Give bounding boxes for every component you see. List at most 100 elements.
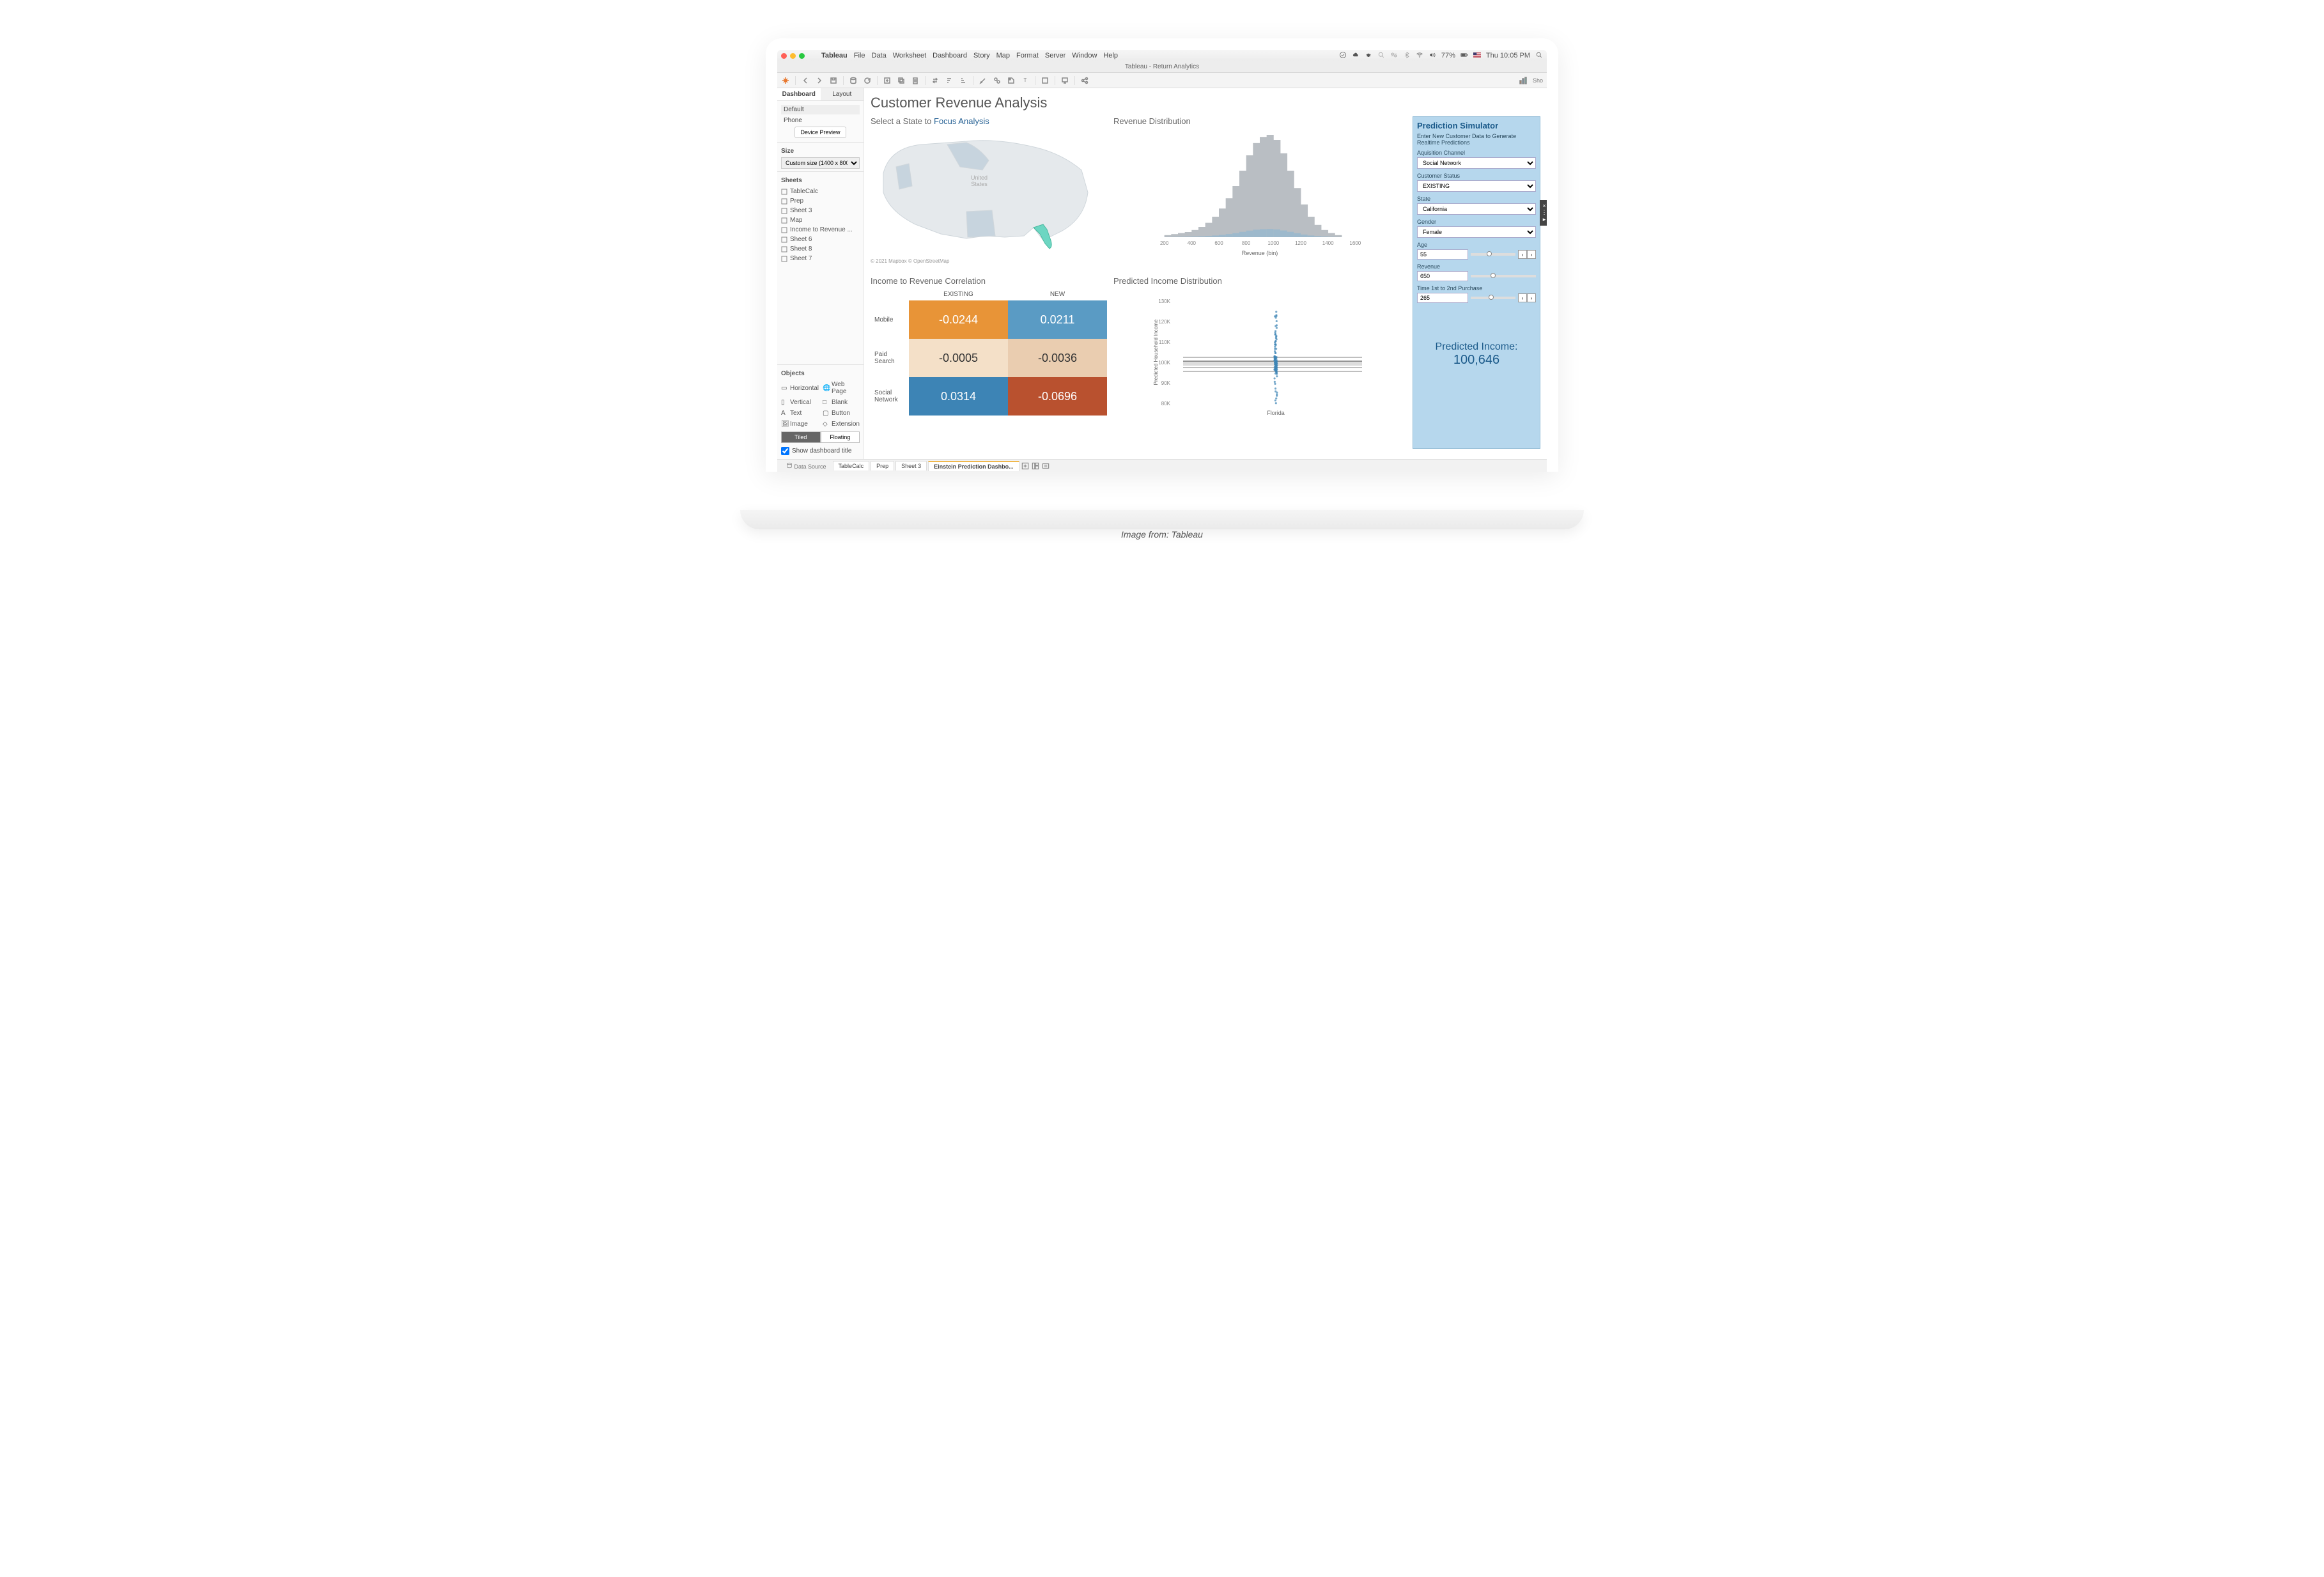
clear-icon[interactable] <box>911 76 920 85</box>
sim-age-dec[interactable]: ‹ <box>1518 250 1527 259</box>
simulator-drag-handle[interactable]: ×⋮▸ <box>1540 200 1547 226</box>
menubar-search-icon[interactable] <box>1377 51 1385 61</box>
menubar-cloud-icon[interactable] <box>1352 51 1360 61</box>
scatter-chart[interactable]: 130K120K110K100K90K80K Predicted Househo… <box>1113 288 1406 416</box>
new-worksheet-icon[interactable] <box>883 76 892 85</box>
labels-icon[interactable] <box>1007 76 1016 85</box>
floating-button[interactable]: Floating <box>821 431 860 443</box>
app-name[interactable]: Tableau <box>821 52 848 59</box>
sheet-item[interactable]: Sheet 3 <box>781 206 860 215</box>
sim-time12-input[interactable] <box>1417 293 1468 303</box>
show-title-checkbox[interactable]: Show dashboard title <box>781 446 860 456</box>
sim-revenue-input[interactable] <box>1417 271 1468 281</box>
corr-cell[interactable]: -0.0005 <box>909 339 1008 377</box>
menubar-control-icon[interactable] <box>1390 51 1398 61</box>
device-default[interactable]: Default <box>781 105 860 114</box>
menu-dashboard[interactable]: Dashboard <box>933 52 967 59</box>
menu-window[interactable]: Window <box>1072 52 1097 59</box>
new-sheet-icon[interactable] <box>1021 462 1030 470</box>
tableau-logo-icon[interactable] <box>781 76 790 85</box>
menu-server[interactable]: Server <box>1045 52 1065 59</box>
device-preview-button[interactable]: Device Preview <box>794 127 846 138</box>
menu-file[interactable]: File <box>854 52 865 59</box>
menu-worksheet[interactable]: Worksheet <box>893 52 926 59</box>
tiled-button[interactable]: Tiled <box>781 431 821 443</box>
sort-asc-icon[interactable] <box>945 76 954 85</box>
tab-dashboard[interactable]: Dashboard <box>777 88 821 100</box>
share-icon[interactable] <box>1080 76 1089 85</box>
size-select[interactable]: Custom size (1400 x 800) <box>781 157 860 169</box>
scatter-panel[interactable]: Predicted Income Distribution 130K120K11… <box>1113 276 1406 449</box>
menubar-volume-icon[interactable] <box>1429 51 1436 61</box>
us-map[interactable]: United States <box>871 128 1107 256</box>
group-icon[interactable] <box>993 76 1002 85</box>
histogram-chart[interactable]: 2004006008001000120014001600 Revenue (bi… <box>1113 128 1406 256</box>
menubar-wifi-icon[interactable] <box>1416 51 1423 61</box>
menu-map[interactable]: Map <box>996 52 1010 59</box>
new-data-icon[interactable] <box>849 76 858 85</box>
sheet-item[interactable]: Sheet 8 <box>781 244 860 254</box>
object-image[interactable]: 🖼Image <box>781 419 819 429</box>
menubar-bluetooth-icon[interactable] <box>1403 51 1411 61</box>
map-panel[interactable]: Select a State to Focus Analysis United … <box>871 116 1107 270</box>
new-story-icon[interactable] <box>1041 462 1050 470</box>
sheet-item[interactable]: Income to Revenue ... <box>781 225 860 235</box>
fit-icon[interactable] <box>1041 76 1050 85</box>
sim-time12-slider[interactable] <box>1471 297 1515 299</box>
tab-layout[interactable]: Layout <box>821 88 864 100</box>
object-extension[interactable]: ◇Extension <box>823 419 860 429</box>
menubar-sync-icon[interactable] <box>1339 51 1347 61</box>
object-blank[interactable]: □Blank <box>823 398 860 407</box>
sheet-tab[interactable]: TableCalc <box>833 461 870 470</box>
sheet-item[interactable]: Prep <box>781 196 860 206</box>
sheet-item[interactable]: Map <box>781 215 860 225</box>
menubar-battery-icon[interactable] <box>1460 51 1468 61</box>
sim-time12-inc[interactable]: › <box>1527 293 1536 302</box>
swap-icon[interactable] <box>931 76 940 85</box>
sim-acq_channel-select[interactable]: Social Network <box>1417 157 1536 169</box>
save-icon[interactable] <box>829 76 838 85</box>
corr-cell[interactable]: -0.0036 <box>1008 339 1107 377</box>
show-me-label[interactable]: Sho <box>1533 77 1543 84</box>
sim-age-input[interactable] <box>1417 249 1468 260</box>
sheet-item[interactable]: Sheet 7 <box>781 254 860 263</box>
object-button[interactable]: ▢Button <box>823 408 860 418</box>
dashboard-canvas[interactable]: Customer Revenue Analysis Select a State… <box>864 88 1547 459</box>
presentation-icon[interactable] <box>1060 76 1069 85</box>
corr-cell[interactable]: 0.0314 <box>909 377 1008 416</box>
new-dashboard-icon[interactable] <box>1031 462 1040 470</box>
menu-data[interactable]: Data <box>872 52 887 59</box>
corr-cell[interactable]: 0.0211 <box>1008 300 1107 339</box>
sim-revenue-slider[interactable] <box>1471 275 1536 277</box>
sheet-tab[interactable]: Sheet 3 <box>895 461 927 470</box>
sim-age-inc[interactable]: › <box>1527 250 1536 259</box>
sim-time12-dec[interactable]: ‹ <box>1518 293 1527 302</box>
abc-icon[interactable]: T <box>1021 76 1030 85</box>
menu-help[interactable]: Help <box>1103 52 1118 59</box>
sim-gender-select[interactable]: Female <box>1417 226 1536 238</box>
sheet-item[interactable]: TableCalc <box>781 187 860 196</box>
corr-cell[interactable]: -0.0244 <box>909 300 1008 339</box>
device-phone[interactable]: Phone <box>781 116 860 125</box>
object-web page[interactable]: 🌐Web Page <box>823 380 860 396</box>
sort-desc-icon[interactable] <box>959 76 968 85</box>
object-vertical[interactable]: ▯Vertical <box>781 398 819 407</box>
show-me-icon[interactable] <box>1519 76 1528 85</box>
sheet-tab[interactable]: Einstein Prediction Dashbo... <box>928 461 1019 471</box>
correlation-panel[interactable]: Income to Revenue Correlation EXISTINGNE… <box>871 276 1107 449</box>
window-traffic-lights[interactable] <box>781 53 805 59</box>
duplicate-icon[interactable] <box>897 76 906 85</box>
corr-cell[interactable]: -0.0696 <box>1008 377 1107 416</box>
sim-state-select[interactable]: California <box>1417 203 1536 215</box>
menu-story[interactable]: Story <box>973 52 990 59</box>
sheet-tab[interactable]: Prep <box>871 461 894 470</box>
menubar-flag-icon[interactable] <box>1473 51 1481 61</box>
histogram-panel[interactable]: Revenue Distribution 2004006008001000120… <box>1113 116 1406 270</box>
object-horizontal[interactable]: ▭Horizontal <box>781 380 819 396</box>
highlight-icon[interactable] <box>979 76 988 85</box>
prediction-simulator[interactable]: Prediction Simulator Enter New Customer … <box>1413 116 1540 449</box>
sim-status-select[interactable]: EXISTING <box>1417 180 1536 192</box>
menubar-bug-icon[interactable] <box>1365 51 1372 61</box>
clock[interactable]: Thu 10:05 PM <box>1486 52 1530 59</box>
back-icon[interactable] <box>801 76 810 85</box>
